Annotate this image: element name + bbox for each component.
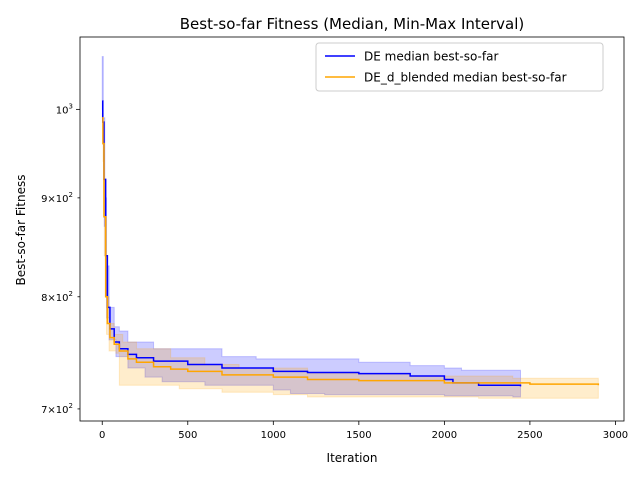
axes-layer: 0 500 1000 1500 2000 2500 3000 7×102 8×102 9×102 1… — [41, 36, 628, 441]
legend-frame — [315, 42, 604, 92]
median-line-series-1 — [102, 117, 600, 386]
x-tick-label: 3000 — [603, 430, 628, 441]
legend-label-de: DE median best-so-far — [364, 50, 498, 64]
x-tick-label: 1500 — [346, 430, 371, 441]
axes-frame — [79, 36, 625, 422]
y-tick-label: 8×102 — [41, 290, 73, 304]
x-tick-label: 500 — [178, 430, 197, 441]
y-tick-label: 7×102 — [41, 402, 73, 416]
plot-layer — [101, 55, 600, 399]
x-tick-label: 2000 — [432, 430, 457, 441]
legend: DE median best-so-far DE_d_blended media… — [315, 42, 604, 92]
y-tick-label: 103 — [56, 102, 73, 116]
x-tick-label: 0 — [99, 430, 105, 441]
x-tick-label: 2500 — [517, 430, 542, 441]
y-axis-label: Best-so-far Fitness — [14, 175, 28, 286]
chart-title: Best-so-far Fitness (Median, Min-Max Int… — [180, 15, 525, 33]
median-line-series-0 — [102, 100, 522, 387]
y-tick-label: 9×102 — [41, 191, 73, 205]
band-series-1 — [101, 113, 599, 399]
x-axis-label: Iteration — [327, 451, 378, 465]
x-tick-label: 1000 — [261, 430, 286, 441]
legend-label-de-d-blended: DE_d_blended median best-so-far — [364, 71, 567, 85]
